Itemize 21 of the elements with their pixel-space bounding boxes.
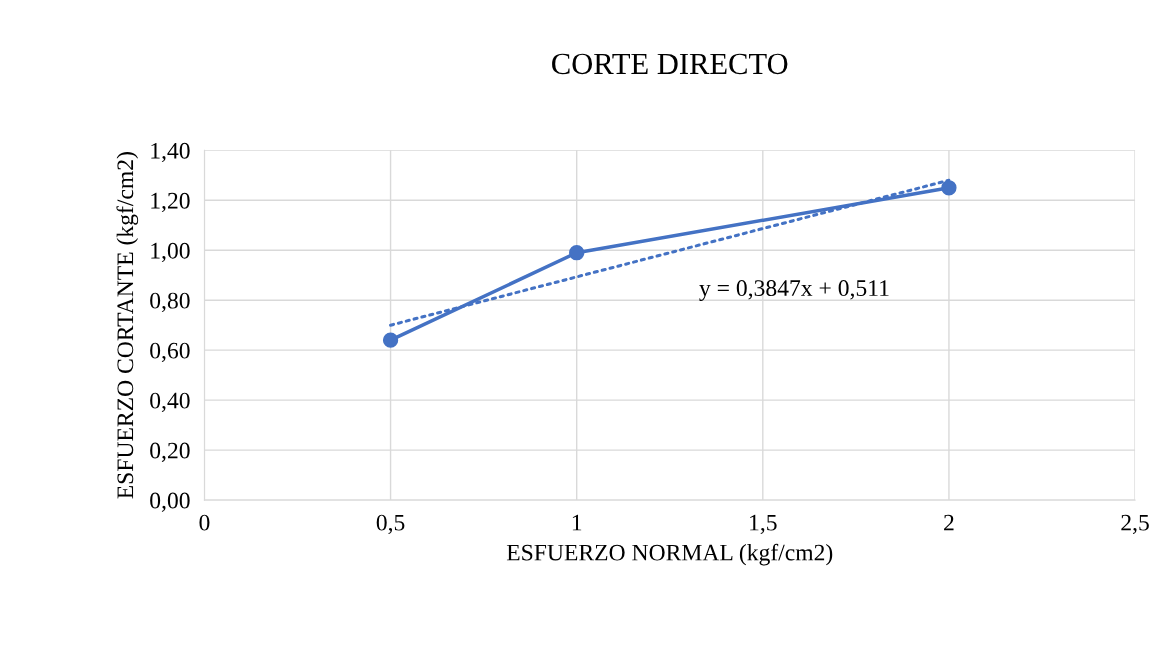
x-tick-label: 2,5 [1121,514,1149,534]
y-tick-label: 0,40 [150,392,190,412]
x-tick-label: 0,5 [376,514,405,534]
y-tick-label: 0,00 [150,492,190,512]
x-tick-label: 2 [944,514,954,531]
y-tick-label: 1,20 [151,192,190,213]
x-tick-label: 1,5 [750,514,777,534]
y-tick-label: 1,40 [151,142,190,163]
point [382,332,399,348]
annotation: y = 0,3847x + 0,511 [699,280,889,301]
y-tick-label: 1,00 [151,242,190,263]
x-tick-label: 0 [199,514,210,531]
x-axis-title: ESFUERZO NORMAL (kgf/cm2) [506,543,833,566]
x-tick-label: 1 [572,514,582,531]
point [569,245,585,261]
y-axis-title: ESFUERZO CORTANTE (kgf/cm2) [116,152,139,499]
y-tick-label: 0,80 [150,292,190,313]
y-tick-label: 0,20 [150,442,190,462]
y-tick-label: 0,60 [150,342,190,362]
point [941,180,957,196]
chart-title: CORTE DIRECTO [552,53,788,75]
